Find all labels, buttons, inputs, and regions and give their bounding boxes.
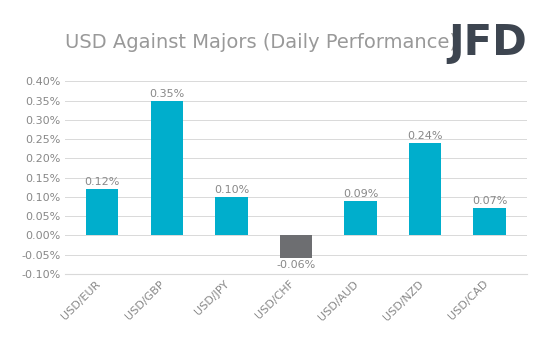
- Bar: [409, 143, 441, 235]
- Text: 0.10%: 0.10%: [214, 185, 249, 195]
- Text: 0.07%: 0.07%: [472, 197, 507, 206]
- Text: 0.09%: 0.09%: [343, 189, 378, 199]
- Text: 0.35%: 0.35%: [149, 89, 185, 99]
- Bar: [215, 197, 248, 235]
- Bar: [473, 208, 506, 235]
- Bar: [151, 101, 183, 235]
- Text: 0.24%: 0.24%: [407, 131, 443, 141]
- Text: USD Against Majors (Daily Performance): USD Against Majors (Daily Performance): [65, 33, 457, 52]
- Text: 0.12%: 0.12%: [85, 177, 120, 187]
- Text: JFD: JFD: [448, 21, 527, 64]
- Bar: [86, 189, 118, 235]
- Bar: [344, 201, 377, 235]
- Bar: [280, 235, 312, 258]
- Text: -0.06%: -0.06%: [276, 260, 315, 270]
